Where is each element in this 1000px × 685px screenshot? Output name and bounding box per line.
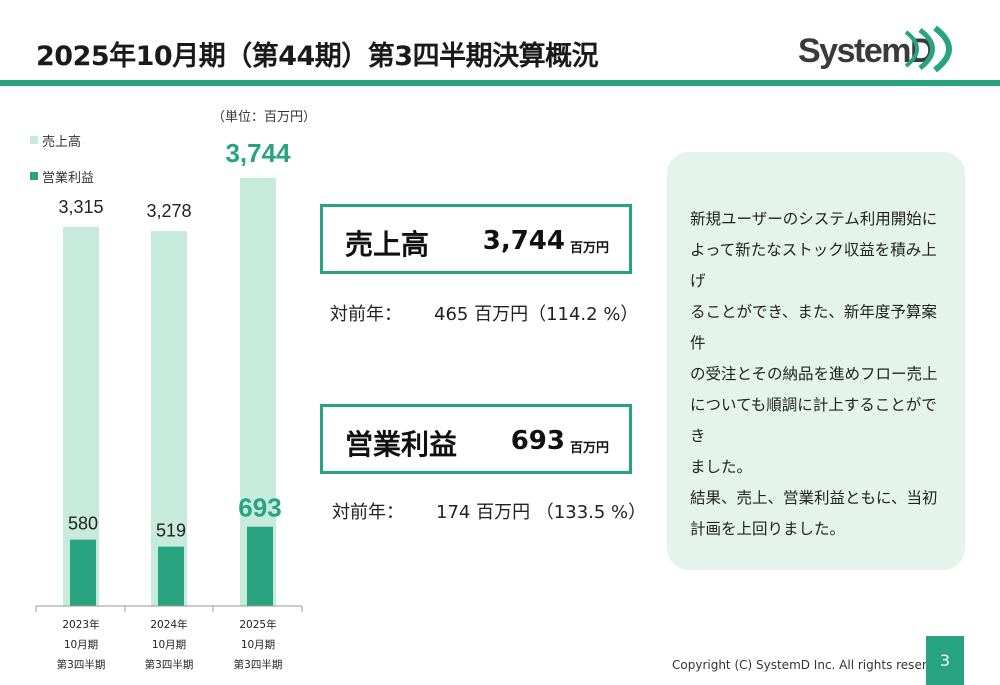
legend-label-sales: 売上高: [42, 134, 82, 150]
legend-swatch-sales: [30, 136, 38, 144]
slide-title: 2025年10月期（第44期）第3四半期決算概況: [36, 41, 599, 72]
operating-profit-bar: [70, 539, 96, 606]
logo-arc-3: [933, 25, 952, 73]
page-number: 3: [926, 636, 964, 685]
legend-item-sales: 売上高: [30, 130, 94, 150]
chart-unit-label: （単位：百万円）: [212, 110, 317, 125]
commentary-line: 計画を上回りました。: [690, 520, 846, 538]
operating-profit-bar: [247, 526, 273, 606]
sales-summary-label: 売上高: [345, 228, 430, 261]
commentary-line: の受注とその納品を進めフロー売上: [690, 365, 938, 383]
title-underline: [0, 80, 1000, 86]
sales-yoy: 対前年： 465 百万円（114.2 %）: [330, 300, 638, 326]
sales-summary-box: 売上高 3,744 百万円: [320, 204, 632, 274]
x-axis-tick-label: 第3四半期: [234, 658, 283, 671]
sales-data-label: 3,315: [58, 197, 103, 217]
operating-profit-yoy: 対前年： 174 百万円 （133.5 %）: [332, 498, 646, 524]
operating-profit-data-label: 580: [68, 514, 98, 534]
commentary-line: よって新たなストック収益を積み上げ: [690, 241, 937, 290]
operating-profit-summary-unit: 百万円: [569, 441, 609, 456]
sales-yoy-value: 465 百万円（114.2 %）: [434, 304, 639, 325]
sales-summary-unit: 百万円: [569, 241, 609, 256]
legend-item-operating-profit: 営業利益: [30, 166, 94, 186]
legend-swatch-operating-profit: [30, 172, 38, 180]
company-logo: SystemD: [798, 25, 952, 73]
sales-data-label: 3,278: [146, 201, 191, 221]
legend-label-operating-profit: 営業利益: [42, 170, 95, 186]
x-axis-tick-label: 2024年: [150, 618, 187, 631]
commentary-line: ることができ、また、新年度予算案件: [690, 303, 937, 352]
x-axis-tick-label: 第3四半期: [57, 658, 106, 671]
operating-profit-yoy-label: 対前年：: [332, 502, 404, 523]
operating-profit-bar: [158, 546, 184, 606]
commentary-line: ました。: [690, 458, 753, 476]
x-axis-tick-label: 2025年: [239, 618, 276, 631]
copyright-notice: Copyright (C) SystemD Inc. All rights re…: [672, 658, 953, 672]
commentary-panel: 新規ユーザーのシステム利用開始に よって新たなストック収益を積み上げ ることがで…: [667, 152, 965, 570]
sales-summary-value: 3,744: [482, 226, 565, 256]
sales-bar: [151, 231, 187, 606]
logo-arc-1: [904, 30, 919, 68]
operating-profit-yoy-value: 174 百万円 （133.5 %）: [436, 502, 647, 523]
x-axis-tick-label: 10月期: [152, 639, 186, 651]
operating-profit-summary-label: 営業利益: [345, 428, 458, 461]
logo-arc-2: [918, 28, 935, 70]
operating-profit-data-label: 519: [156, 521, 186, 541]
sales-yoy-label: 対前年：: [330, 304, 402, 325]
x-axis-tick-label: 10月期: [64, 639, 98, 651]
chart-legend: 売上高 営業利益: [30, 130, 94, 202]
operating-profit-data-label: 693: [238, 493, 281, 523]
commentary-line: 結果、売上、営業利益ともに、当初: [690, 489, 938, 507]
x-axis-tick-label: 2023年: [62, 618, 99, 631]
x-axis-tick-label: 10月期: [241, 639, 275, 651]
operating-profit-summary-box: 営業利益 693 百万円: [320, 404, 632, 474]
sales-data-label: 3,744: [225, 138, 291, 168]
operating-profit-summary-value: 693: [510, 426, 565, 456]
commentary-line: についても順調に計上することができ: [690, 396, 937, 445]
commentary-line: 新規ユーザーのシステム利用開始に: [690, 210, 938, 228]
x-axis-tick-label: 第3四半期: [145, 658, 194, 671]
